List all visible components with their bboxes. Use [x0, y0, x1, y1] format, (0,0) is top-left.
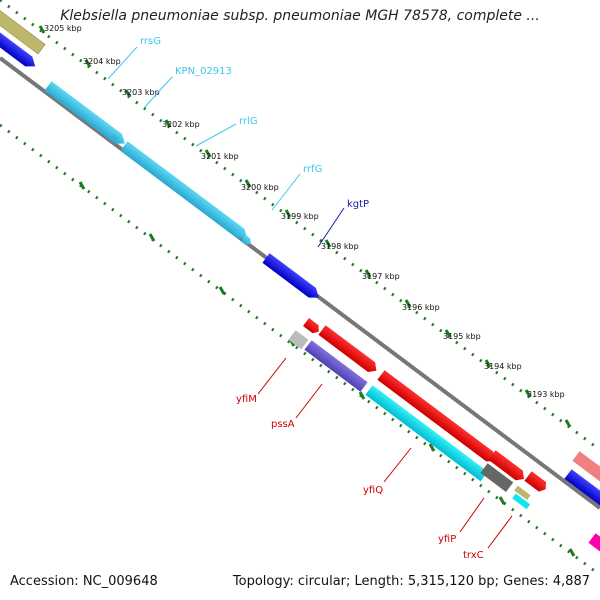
gene-label-yfiP: yfiP [438, 534, 456, 545]
outer-tick-track [0, 0, 600, 452]
gray-feature [288, 330, 309, 350]
gene-label-rrlG: rrlG [239, 116, 258, 127]
red-feature-small [302, 318, 319, 334]
tick-label: 3195 kbp [443, 332, 481, 341]
genome-summary-text: Topology: circular; Length: 5,315,120 bp… [232, 574, 590, 589]
leader-lines [107, 46, 513, 549]
gene-label-yfiQ: yfiQ [363, 485, 383, 496]
gene-label-rrsG: rrsG [140, 36, 161, 47]
tick-label: 3204 kbp [83, 57, 121, 66]
tick-label: 3194 kbp [484, 362, 522, 371]
gene-label-KPN_02913: KPN_02913 [175, 66, 232, 77]
gene-labels-top: rrsG KPN_02913 rrlG rrfG kgtP [140, 36, 369, 210]
gene-label-yfiM: yfiM [236, 394, 257, 405]
tick-label: 3203 kbp [122, 88, 160, 97]
tick-label: 3200 kbp [241, 183, 279, 192]
gene-label-rrfG: rrfG [303, 164, 322, 175]
accession-text: Accession: NC_009648 [10, 574, 158, 589]
darkgray-feature [480, 463, 514, 493]
gene-label-pssA: pssA [271, 419, 295, 430]
tick-labels: 3205 kbp 3204 kbp 3203 kbp 3202 kbp 3201… [44, 24, 565, 399]
kgtP-feature [262, 253, 319, 298]
gene-label-trxC: trxC [463, 550, 484, 561]
inner-tick-track [0, 123, 600, 577]
gene-label-kgtP: kgtP [347, 199, 369, 210]
tick-label: 3199 kbp [281, 212, 319, 221]
red-feature-4 [524, 471, 546, 492]
tick-label: 3197 kbp [362, 272, 400, 281]
KPN_02913-feature [111, 130, 121, 140]
rrlG-feature [120, 141, 248, 239]
yfiQ-feature [377, 370, 497, 462]
olive-feature-small [514, 485, 531, 501]
magenta-feature [588, 533, 600, 561]
top-strand-features [0, 6, 600, 509]
tick-label: 3201 kbp [201, 152, 239, 161]
pssA-feature [304, 340, 368, 392]
red-feature-3 [488, 450, 524, 481]
map-title: Klebsiella pneumoniae subsp. pneumoniae … [60, 8, 540, 24]
bottom-strand-features [288, 318, 600, 561]
rrsG-feature [44, 81, 125, 144]
olive-feature [0, 6, 46, 55]
tick-label: 3202 kbp [162, 120, 200, 129]
rrfG-feature [240, 234, 251, 245]
trxC-feature [512, 493, 531, 510]
blue-feature-left [0, 29, 36, 67]
gene-labels-bottom: yfiM pssA yfiQ yfiP trxC [236, 394, 484, 561]
major-ticks [38, 25, 572, 428]
yfiM-cyan-feature [365, 385, 488, 482]
pink-feature-right [572, 451, 600, 491]
tick-label: 3196 kbp [402, 303, 440, 312]
tick-label: 3193 kbp [527, 390, 565, 399]
tick-label: 3198 kbp [321, 242, 359, 251]
tick-label: 3205 kbp [44, 24, 82, 33]
red-feature-large [318, 325, 377, 373]
